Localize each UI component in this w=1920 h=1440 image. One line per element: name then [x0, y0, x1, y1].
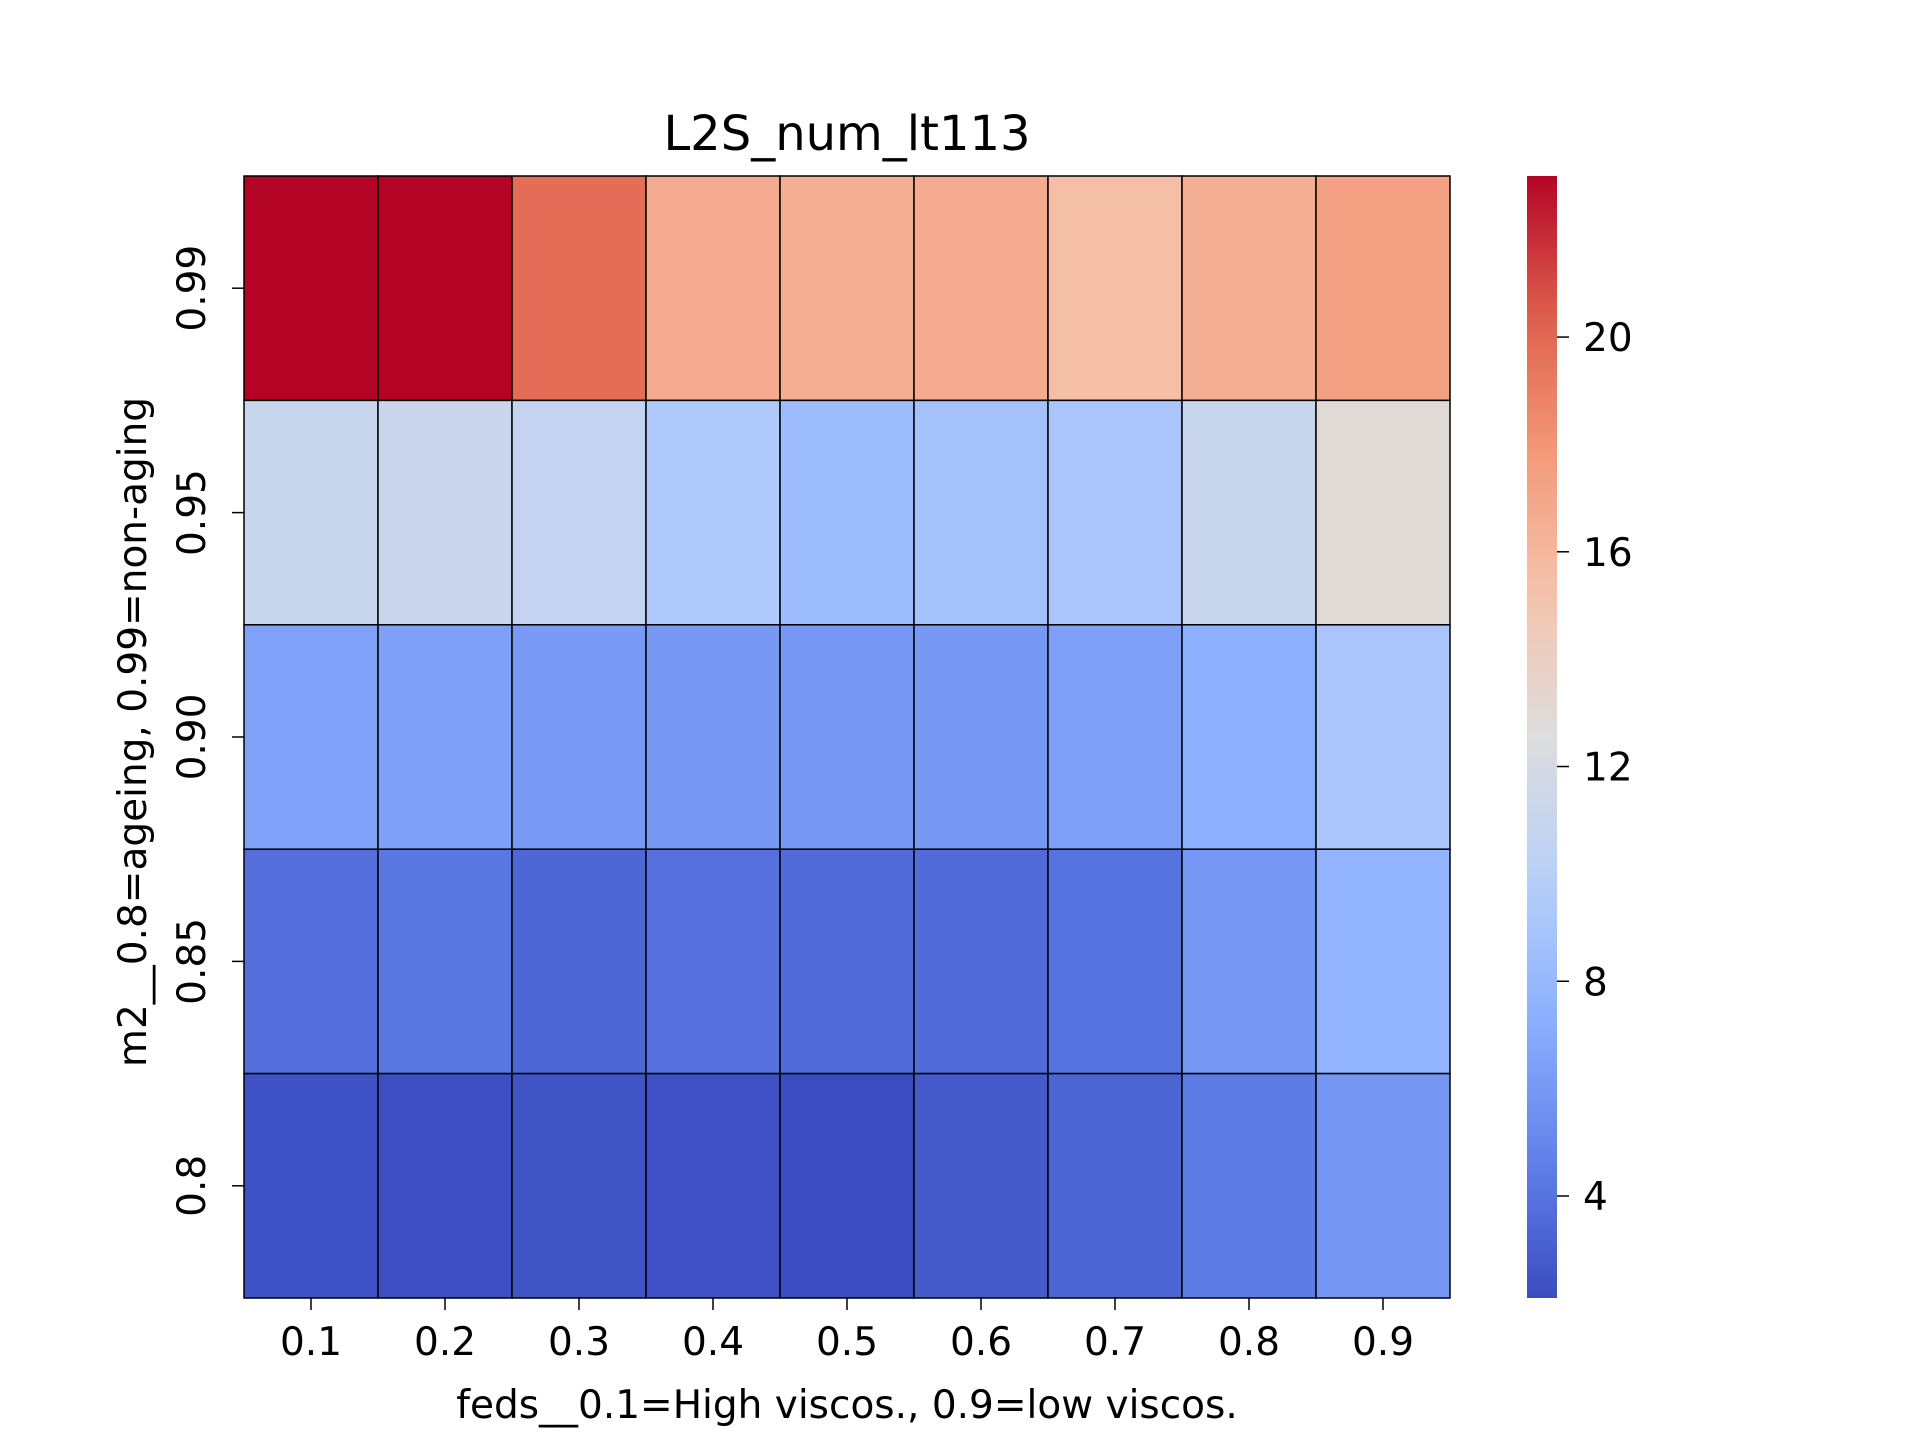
colorbar-tick-label: 16 [1583, 531, 1633, 576]
colorbar-ticks: 4 8 12 16 20 [1557, 316, 1633, 1220]
colorbar-tick-label: 20 [1583, 316, 1633, 361]
colorbar-tick-label: 4 [1583, 1175, 1608, 1220]
heatmap-cell [1315, 624, 1451, 850]
y-tick-label: 0.8 [170, 1155, 215, 1217]
x-tick-label: 0.7 [1084, 1320, 1146, 1365]
heatmap-cell [243, 624, 379, 850]
heatmap-cell [779, 399, 915, 626]
y-tick-label: 0.90 [170, 694, 215, 781]
heatmap-cell [511, 175, 647, 402]
heatmap-cell [377, 399, 513, 626]
x-tick-label: 0.9 [1352, 1320, 1414, 1365]
x-tick-label: 0.8 [1218, 1320, 1280, 1365]
heatmap-cell [779, 848, 915, 1075]
heatmap-cell [645, 399, 781, 626]
heatmap-cell [1315, 399, 1451, 626]
x-tick-label: 0.4 [682, 1320, 744, 1365]
x-tick-label: 0.3 [548, 1320, 610, 1365]
heatmap-cell [511, 399, 647, 626]
heatmap-cell [913, 1072, 1049, 1299]
heatmap-cell [779, 175, 915, 402]
heatmap-cell [243, 1072, 379, 1299]
heatmap-cell [1181, 848, 1317, 1075]
x-tick-label: 0.5 [816, 1320, 878, 1365]
heatmap-cell [511, 1072, 647, 1299]
x-tick-label: 0.2 [414, 1320, 476, 1365]
heatmap-cell [1181, 1072, 1317, 1299]
colorbar-tick-label: 12 [1583, 746, 1633, 791]
heatmap-cell [1181, 624, 1317, 850]
heatmap-cell [645, 624, 781, 850]
heatmap-cell [913, 175, 1049, 402]
heatmap-cell [511, 848, 647, 1075]
heatmap-cell [913, 624, 1049, 850]
heatmap-cell [377, 624, 513, 850]
heatmap-cell [511, 624, 647, 850]
colorbar-tick-label: 8 [1583, 960, 1608, 1005]
heatmap-cell [913, 848, 1049, 1075]
heatmap-cell [1047, 624, 1183, 850]
y-tick-label: 0.95 [170, 469, 215, 556]
heatmap-cell [779, 624, 915, 850]
heatmap-cell [1315, 848, 1451, 1075]
heatmap-cell [1315, 175, 1451, 402]
y-tick-label: 0.99 [170, 245, 215, 332]
heatmap-cell [1047, 399, 1183, 626]
x-tick-label: 0.1 [280, 1320, 342, 1365]
heatmap-cell [645, 848, 781, 1075]
heatmap-cell [645, 1072, 781, 1299]
heatmap-cell [1047, 1072, 1183, 1299]
heatmap-cell [1315, 1072, 1451, 1299]
y-axis-ticks: 0.99 0.95 0.90 0.85 0.8 [170, 245, 244, 1217]
x-axis-label: feds__0.1=High viscos., 0.9=low viscos. [456, 1383, 1238, 1428]
heatmap-cell [913, 399, 1049, 626]
heatmap-cell [243, 175, 379, 402]
heatmap-cell [377, 1072, 513, 1299]
y-tick-label: 0.85 [170, 918, 215, 1005]
heatmap-cell [1047, 848, 1183, 1075]
heatmap-cell [645, 175, 781, 402]
chart-title: L2S_num_lt113 [663, 106, 1030, 162]
heatmap-cells [243, 175, 1451, 1299]
heatmap-cell [1181, 175, 1317, 402]
heatmap-cell [1181, 399, 1317, 626]
x-axis-ticks: 0.1 0.2 0.3 0.4 0.5 0.6 0.7 0.8 0.9 [280, 1298, 1414, 1365]
heatmap-cell [779, 1072, 915, 1299]
heatmap-cell [1047, 175, 1183, 402]
y-axis-label: m2__0.8=ageing, 0.99=non-aging [111, 397, 156, 1067]
colorbar [1527, 176, 1557, 1298]
heatmap-cell [243, 399, 379, 626]
heatmap-cell [377, 175, 513, 402]
x-tick-label: 0.6 [950, 1320, 1012, 1365]
heatmap-cell [243, 848, 379, 1075]
heatmap-cell [377, 848, 513, 1075]
